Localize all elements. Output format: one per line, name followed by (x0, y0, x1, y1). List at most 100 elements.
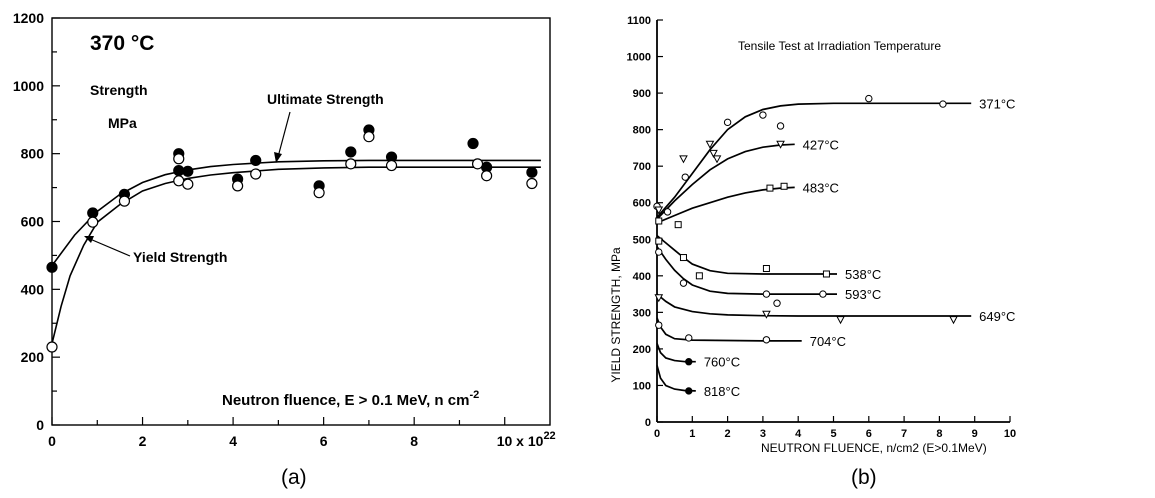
chart-a-fit-curve-yield (51, 166, 541, 344)
chart-a-ultimate-label: Ultimate Strength (267, 91, 384, 107)
chart-b-point-593 (819, 290, 827, 298)
chart-a-title: 370 °C (90, 32, 154, 55)
chart-b-series-label-538: 538°C (845, 267, 881, 282)
chart-b-x-tick-label: 9 (972, 428, 978, 440)
chart-b-series-label-818: 818°C (704, 384, 740, 399)
chart-a-point-ultimate (46, 261, 58, 273)
chart-a-fit-curve-ultimate (51, 159, 541, 267)
chart-b-curve-593 (656, 246, 837, 295)
chart-b-point-538 (695, 272, 703, 280)
chart-b-x-tick-label: 5 (830, 428, 836, 440)
chart-b-y-tick-label: 400 (633, 271, 651, 283)
chart-b-y-tick-label: 600 (633, 198, 651, 210)
chart-b-point-649 (949, 316, 958, 325)
chart-a-x-tick-label: 4 (229, 433, 237, 449)
chart-b-point-427 (654, 206, 664, 215)
panel-b-label: (b) (851, 466, 877, 489)
chart-a-point-yield (87, 216, 99, 228)
chart-b-point-427 (679, 155, 688, 164)
chart-b-point-818 (685, 387, 693, 395)
chart-b-point-371 (681, 173, 689, 181)
chart-a-ylabel-line1: Strength (90, 82, 148, 98)
chart-b-y-tick-label: 0 (645, 417, 651, 429)
chart-a-point-yield (232, 180, 244, 192)
chart-a-point-yield (526, 177, 538, 190)
chart-b-point-760 (685, 358, 693, 366)
chart-b-y-tick-label: 1100 (627, 15, 651, 27)
chart-a-y-tick-label: 1000 (13, 78, 44, 94)
chart-b-x-tick-label: 2 (725, 428, 731, 440)
chart-b-series-label-427: 427°C (803, 137, 839, 152)
chart-a: 0 200 400 600 800 1000 1200 0 2 4 6 8 10 x 1022 370 … (13, 10, 556, 449)
chart-a-yield-label: Yield Strength (133, 249, 227, 265)
chart-a-y-tick-label: 600 (21, 214, 45, 230)
chart-a-y-tick-label: 0 (36, 417, 44, 433)
chart-b-series-label-649: 649°C (979, 309, 1015, 324)
chart-a-x-tick-label: 6 (320, 433, 328, 449)
chart-b-point-538 (655, 237, 663, 245)
chart-b-point-371 (663, 208, 672, 216)
chart-b-series-label-704: 704°C (810, 334, 846, 349)
chart-a-point-yield (173, 153, 185, 165)
chart-b-point-427 (712, 155, 722, 164)
chart-b-x-tick-label: 10 (1004, 428, 1016, 440)
chart-b-point-371 (776, 122, 785, 130)
chart-b-point-483 (674, 221, 682, 229)
chart-b-point-483 (766, 184, 774, 192)
chart-b-point-371 (939, 100, 947, 108)
chart-b-point-649 (654, 294, 664, 303)
chart-b-point-649 (762, 310, 771, 319)
chart-a-ylabel-line2: MPa (108, 115, 137, 131)
chart-b-point-593 (655, 248, 663, 256)
chart-b-point-427 (705, 140, 715, 149)
chart-a-x-tick-label: 0 (48, 433, 56, 449)
chart-a-point-ultimate (87, 207, 99, 219)
chart-b-x-tick-label: 4 (795, 428, 802, 440)
chart-a-point-ultimate (467, 137, 479, 150)
chart-a-point-ultimate (345, 146, 357, 158)
chart-a-point-ultimate (250, 154, 262, 167)
chart-b-series-label-371: 371°C (979, 96, 1015, 111)
chart-a-x-tick-label: 2 (139, 433, 147, 449)
chart-a-point-yield (481, 170, 493, 182)
chart-a-point-yield (363, 131, 375, 143)
chart-b-x-tick-label: 6 (866, 428, 872, 440)
chart-b-point-593 (762, 290, 771, 298)
chart-a-yield-arrow (89, 238, 131, 257)
chart-a-y-tick-label: 200 (21, 349, 45, 365)
chart-b-point-538 (679, 254, 687, 262)
chart-b-ylabel: YIELD STRENGTH, MPa (609, 247, 623, 383)
chart-a-point-yield (345, 158, 357, 170)
chart-a-yield-arrowhead (84, 236, 94, 243)
chart-a-ultimate-arrowhead (274, 152, 282, 163)
chart-b-xlabel: NEUTRON FLUENCE, n/cm2 (E>0.1MeV) (761, 441, 987, 455)
chart-a-xlabel-main: Neutron fluence, E > 0.1 MeV, n cm (222, 392, 469, 409)
chart-b-point-593 (773, 299, 781, 307)
chart-b-point-649 (836, 316, 845, 325)
chart-b-points (653, 94, 958, 395)
chart-a-point-yield (385, 159, 398, 172)
chart-a-ultimate-arrow (277, 111, 291, 158)
chart-b-point-483 (655, 217, 663, 225)
chart-b-y-tick-label: 300 (633, 307, 651, 319)
chart-a-points (46, 124, 538, 353)
chart-a-x-scale-label: 10 x 1022 (497, 430, 556, 449)
chart-a-point-yield (313, 187, 325, 199)
chart-b-curve-704 (656, 317, 802, 342)
chart-a-point-ultimate (526, 166, 538, 178)
chart-b-series-label-593: 593°C (845, 287, 881, 302)
chart-a-xlabel-sup: -2 (469, 389, 479, 401)
chart-a-y-tick-label: 800 (21, 146, 45, 162)
chart-b-y-tick-label: 700 (633, 161, 651, 173)
chart-b-point-593 (679, 279, 688, 287)
chart-b-y-tick-label: 900 (633, 88, 651, 100)
chart-b-point-704 (685, 334, 693, 342)
chart-a-point-yield (46, 341, 58, 353)
chart-b-x-tick-label: 3 (760, 428, 766, 440)
chart-a-point-yield (471, 158, 484, 170)
chart-b-point-538 (762, 265, 770, 273)
chart-b-x-tick-label: 8 (936, 428, 942, 440)
chart-b-series-label-483: 483°C (803, 180, 839, 195)
chart-b-y-tick-label: 1000 (627, 52, 651, 64)
